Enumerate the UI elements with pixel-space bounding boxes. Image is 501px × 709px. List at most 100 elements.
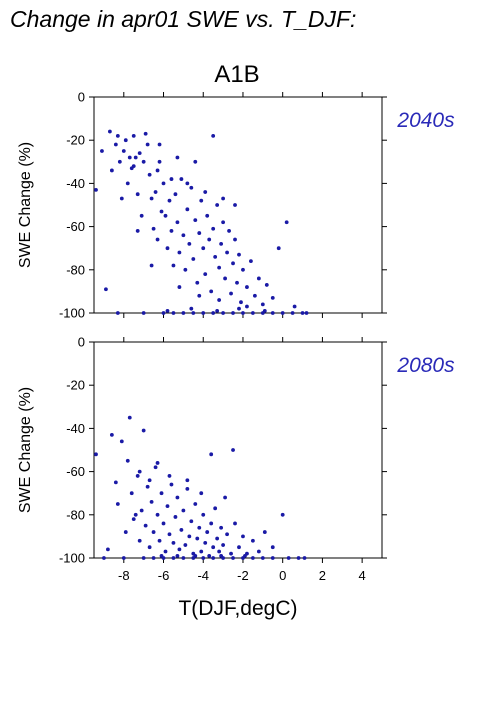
data-point: [109, 168, 114, 173]
data-point: [215, 203, 220, 207]
data-point: [245, 285, 249, 289]
data-point: [185, 486, 190, 491]
data-point: [117, 159, 122, 164]
y-tick-label: -100: [59, 551, 85, 566]
data-point: [203, 272, 208, 277]
data-point: [94, 187, 98, 192]
data-point: [197, 525, 202, 530]
x-tick-label: -4: [197, 568, 209, 583]
data-point: [241, 311, 245, 315]
data-point: [133, 155, 138, 160]
data-point: [147, 478, 152, 483]
data-point: [123, 138, 128, 143]
data-point: [175, 495, 180, 500]
data-point: [127, 415, 132, 420]
data-point: [235, 280, 239, 285]
page-title: Change in apr01 SWE vs. T_DJF:: [10, 6, 357, 32]
data-point: [107, 129, 112, 134]
data-point: [171, 540, 176, 545]
data-point: [250, 311, 255, 315]
data-point: [199, 198, 204, 203]
data-point: [149, 196, 154, 201]
data-point: [250, 556, 255, 560]
data-point: [223, 495, 227, 500]
data-point: [260, 556, 265, 560]
data-point: [286, 556, 291, 560]
data-point: [211, 311, 216, 315]
y-tick-label: -60: [66, 219, 85, 234]
data-point: [237, 252, 241, 257]
data-point: [161, 521, 166, 526]
data-point: [171, 556, 176, 560]
data-point: [284, 220, 289, 225]
data-point: [209, 521, 214, 526]
data-point: [229, 551, 233, 556]
data-point: [177, 547, 182, 552]
data-point: [113, 142, 118, 147]
data-point: [161, 181, 166, 186]
data-point: [193, 553, 198, 558]
data-point: [102, 556, 106, 560]
data-point: [252, 293, 257, 298]
data-point: [211, 545, 216, 550]
data-point: [201, 512, 206, 517]
x-tick-label: 4: [359, 568, 366, 583]
period-label-2080s: 2080s: [396, 354, 455, 377]
data-point: [237, 306, 241, 311]
data-point: [233, 521, 237, 526]
data-point: [109, 432, 114, 437]
data-point: [270, 545, 275, 550]
data-point: [151, 556, 156, 560]
data-point: [300, 311, 305, 315]
x-axis-label: T(DJF,degC): [178, 597, 297, 620]
y-tick-label: 0: [78, 90, 85, 105]
data-point: [231, 448, 235, 452]
data-point: [169, 229, 174, 233]
data-point: [280, 311, 285, 315]
data-point: [205, 213, 210, 218]
data-point: [187, 241, 192, 246]
data-point: [195, 536, 200, 541]
y-axis-label: SWE Change (%): [17, 142, 34, 268]
data-point: [187, 534, 192, 539]
data-point: [153, 190, 158, 194]
data-point: [125, 458, 130, 463]
data-point: [231, 261, 235, 266]
data-point: [280, 512, 285, 517]
data-point: [183, 267, 188, 272]
data-point: [143, 523, 148, 528]
scatter-panel-2080s: 0-20-40-60-80-100-8 -6 -4 -2 0 2 4T(DJF,degC)S…: [17, 335, 455, 621]
data-point: [223, 276, 227, 281]
data-point: [205, 530, 210, 534]
data-point: [270, 311, 275, 315]
data-point: [167, 474, 172, 478]
data-point: [171, 311, 176, 315]
data-point: [262, 308, 267, 313]
data-point: [121, 556, 126, 560]
data-point: [165, 308, 170, 313]
data-point: [137, 151, 142, 156]
data-point: [145, 142, 150, 147]
data-point: [203, 540, 208, 545]
data-point: [147, 545, 152, 550]
data-point: [203, 190, 208, 194]
data-point: [169, 482, 174, 487]
data-point: [221, 311, 226, 315]
data-point: [163, 213, 168, 218]
y-tick-label: -40: [66, 176, 85, 191]
data-point: [157, 159, 162, 164]
data-point: [141, 311, 146, 315]
data-point: [135, 229, 140, 233]
data-point: [139, 508, 144, 513]
data-point: [197, 231, 202, 235]
data-point: [94, 452, 98, 457]
data-point: [185, 181, 190, 186]
data-point: [191, 311, 196, 315]
data-point: [175, 155, 180, 160]
data-point: [151, 226, 156, 231]
data-point: [231, 311, 235, 315]
plot-frame: [93, 341, 383, 559]
data-point: [217, 298, 222, 302]
data-point: [173, 192, 178, 197]
